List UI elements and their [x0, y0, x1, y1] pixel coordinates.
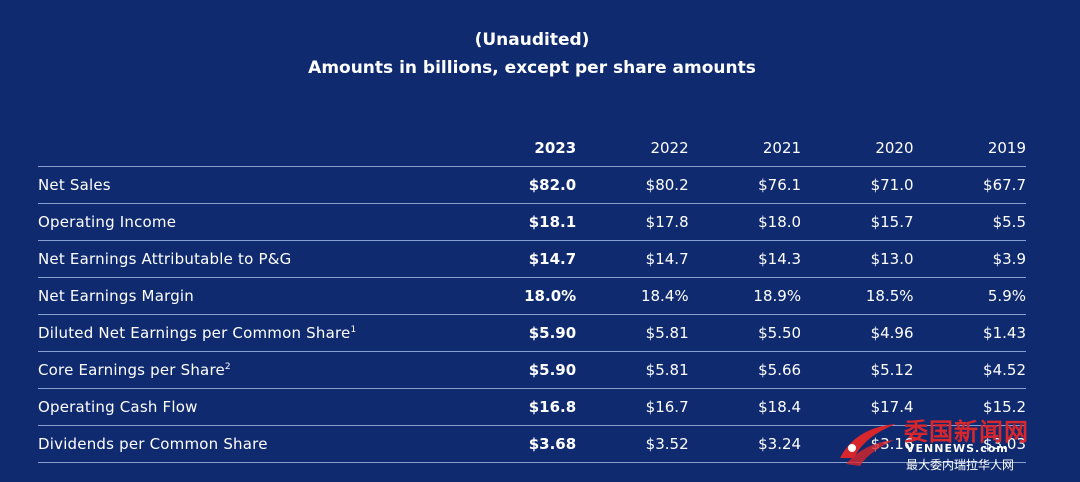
value-cell: $3.52	[576, 425, 689, 463]
row-label-text: Operating Income	[38, 213, 177, 231]
row-label: Dividends per Common Share	[38, 425, 464, 463]
row-label: Diluted Net Earnings per Common Share1	[38, 314, 464, 352]
row-label: Net Sales	[38, 166, 464, 204]
row-label: Net Earnings Attributable to P&G	[38, 240, 464, 278]
value-cell: $5.5	[913, 203, 1026, 241]
row-label-text: Operating Cash Flow	[38, 398, 198, 416]
year-header: 2019	[913, 130, 1026, 167]
footnote-marker: 2	[224, 362, 231, 372]
unaudited-label: (Unaudited)	[474, 30, 590, 50]
amounts-note: Amounts in billions, except per share am…	[308, 58, 756, 78]
table-row: Net Earnings Margin 18.0% 18.4% 18.9% 18.5% 5…	[38, 277, 1026, 315]
label-column-header	[38, 130, 464, 167]
watermark-tagline: 最大委内瑞拉华人网	[906, 458, 1015, 472]
value-cell: 18.0%	[463, 277, 577, 315]
value-cell: $5.90	[463, 314, 577, 352]
table-row: Operating Income $18.1 $17.8 $18.0 $15.7 $5.5	[38, 203, 1026, 241]
value-cell: $76.1	[688, 166, 802, 204]
value-cell: 18.9%	[688, 277, 802, 315]
table-row: Net Sales $82.0 $80.2 $76.1 $71.0 $67.7	[38, 166, 1026, 204]
value-cell: $82.0	[463, 166, 577, 204]
year-header: 2021	[688, 130, 802, 167]
table-row: Core Earnings per Share2 $5.90 $5.81 $5.66 $…	[38, 351, 1026, 389]
table-row: Operating Cash Flow $16.8 $16.7 $18.4 $17.4 $…	[38, 388, 1026, 426]
value-cell: $17.4	[801, 388, 914, 426]
watermark-domain: VENNEWS.com	[906, 442, 1009, 455]
value-cell: $18.4	[688, 388, 802, 426]
value-cell: $16.7	[576, 388, 689, 426]
value-cell: $1.43	[913, 314, 1026, 352]
row-label-text: Net Earnings Margin	[38, 287, 194, 305]
value-cell: $5.81	[576, 351, 689, 389]
table-header-row: 2023 2022 2021 2020 2019	[38, 130, 1026, 167]
row-label-text: Net Earnings Attributable to P&G	[38, 250, 292, 268]
value-cell: $5.81	[576, 314, 689, 352]
table-row: Dividends per Common Share $3.68 $3.52 $3.2…	[38, 425, 1026, 463]
report-header: (Unaudited) Amounts in billions, except …	[0, 26, 1064, 82]
site-watermark: 委国新闻网 VENNEWS.com 最大委内瑞拉华人网	[836, 412, 1076, 474]
value-cell: $18.1	[463, 203, 577, 241]
value-cell: $16.8	[463, 388, 577, 426]
row-label-text: Dividends per Common Share	[38, 435, 268, 453]
row-label-text: Net Sales	[38, 176, 111, 194]
row-label: Net Earnings Margin	[38, 277, 464, 315]
value-cell: $3.03	[913, 425, 1026, 463]
value-cell: $5.90	[463, 351, 577, 389]
value-cell: $14.3	[688, 240, 802, 278]
value-cell: $18.0	[688, 203, 802, 241]
value-cell: 18.5%	[801, 277, 914, 315]
value-cell: $71.0	[801, 166, 914, 204]
year-header: 2020	[801, 130, 914, 167]
value-cell: $4.96	[801, 314, 914, 352]
year-header: 2022	[576, 130, 689, 167]
row-label-text: Core Earnings per Share	[38, 361, 225, 379]
value-cell: $15.2	[913, 388, 1026, 426]
year-header: 2023	[463, 130, 577, 167]
value-cell: $14.7	[463, 240, 577, 278]
row-label: Operating Income	[38, 203, 464, 241]
value-cell: $5.12	[801, 351, 914, 389]
value-cell: $17.8	[576, 203, 689, 241]
value-cell: $3.68	[463, 425, 577, 463]
watermark-title: 委国新闻网	[904, 418, 1029, 446]
footnote-marker: 1	[350, 325, 357, 335]
value-cell: $3.9	[913, 240, 1026, 278]
table-row: Net Earnings Attributable to P&G $14.7 $14…	[38, 240, 1026, 278]
value-cell: $13.0	[801, 240, 914, 278]
row-label-text: Diluted Net Earnings per Common Share	[38, 324, 351, 342]
value-cell: $5.50	[688, 314, 802, 352]
value-cell: $15.7	[801, 203, 914, 241]
value-cell: $5.66	[688, 351, 802, 389]
value-cell: 5.9%	[913, 277, 1026, 315]
value-cell: 18.4%	[576, 277, 689, 315]
value-cell: $4.52	[913, 351, 1026, 389]
table-body: Net Sales $82.0 $80.2 $76.1 $71.0 $67.7 Operat…	[38, 166, 1026, 463]
swoosh-logo-icon	[840, 424, 896, 466]
value-cell: $14.7	[576, 240, 689, 278]
financial-highlights-table: 2023 2022 2021 2020 2019 Net Sales $82.0 $…	[38, 130, 1026, 463]
row-label: Core Earnings per Share2	[38, 351, 464, 389]
table-row: Diluted Net Earnings per Common Share1 $5…	[38, 314, 1026, 352]
row-label: Operating Cash Flow	[38, 388, 464, 426]
value-cell: $3.24	[688, 425, 802, 463]
value-cell: $67.7	[913, 166, 1026, 204]
value-cell: $80.2	[576, 166, 689, 204]
